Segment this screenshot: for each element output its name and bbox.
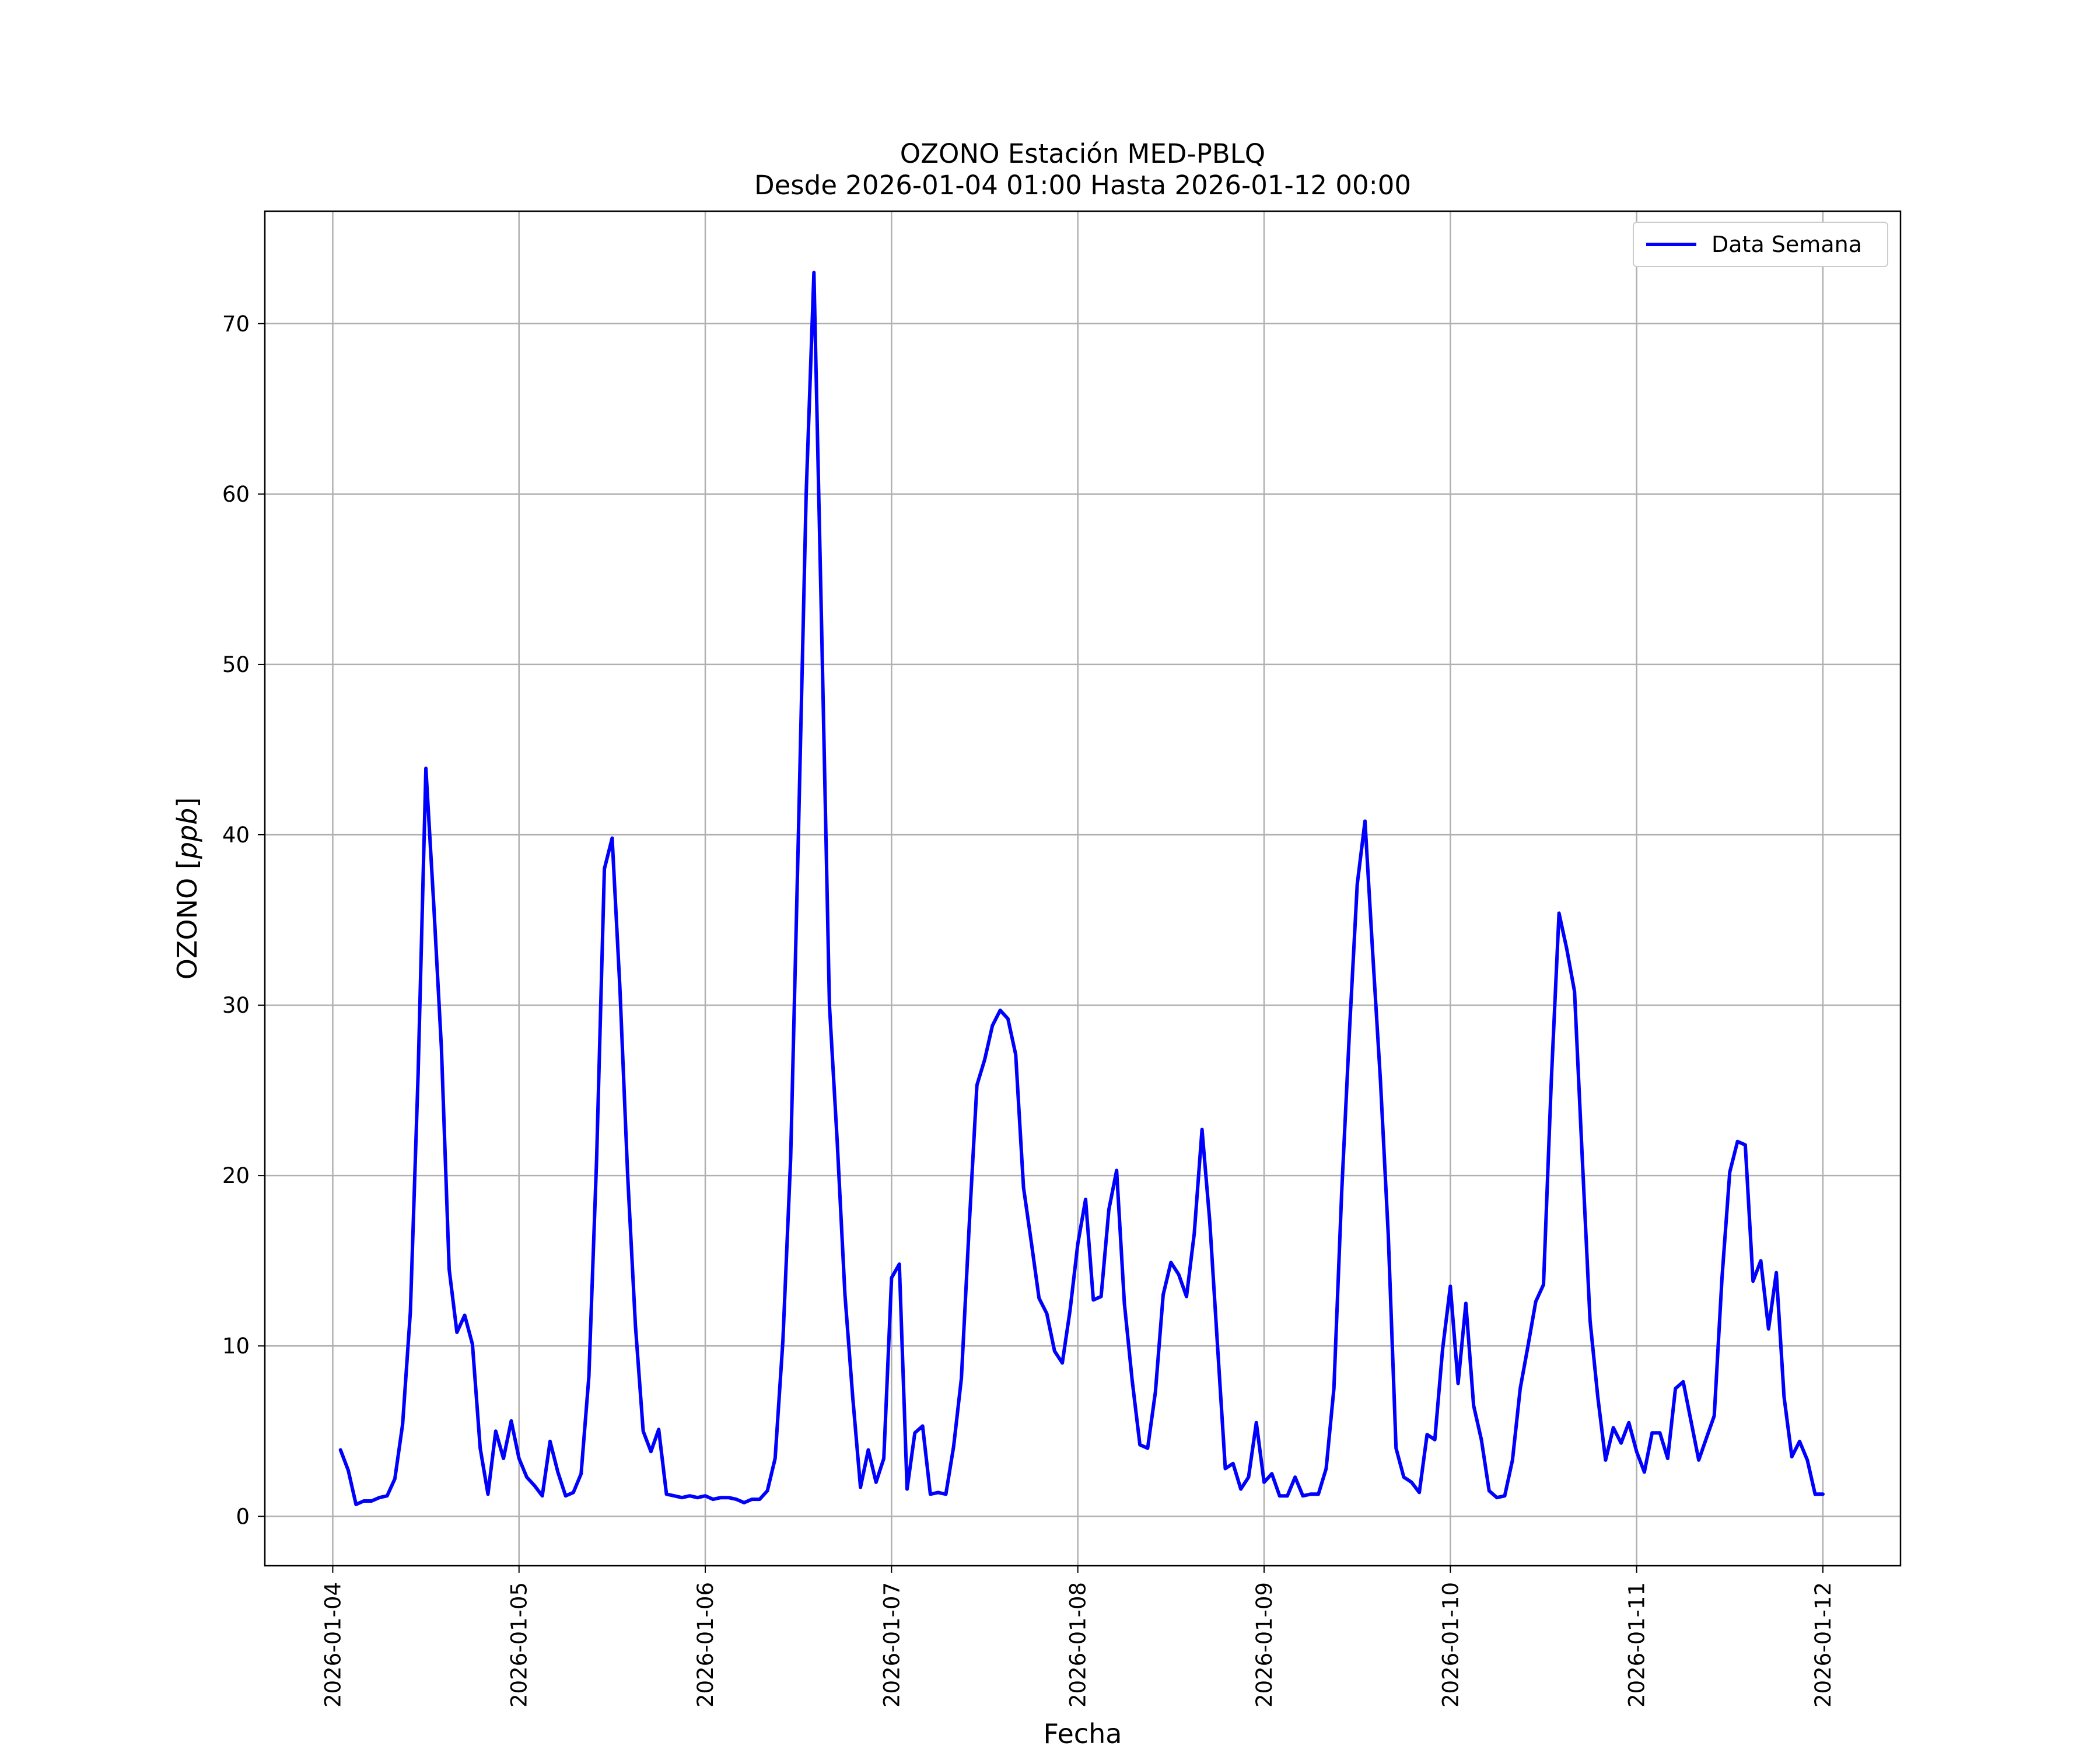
y-tick-label: 0 — [236, 1504, 250, 1529]
x-tick-label: 2026-01-04 — [320, 1582, 345, 1707]
legend: Data Semana — [1633, 222, 1888, 267]
y-axis-label: OZONO [ppb] — [172, 797, 203, 980]
chart-title: OZONO Estación MED-PBLQ — [900, 138, 1265, 169]
chart-subtitle: Desde 2026-01-04 01:00 Hasta 2026-01-12 … — [754, 170, 1411, 201]
grid-lines — [265, 211, 1901, 1566]
series-line-data-semana — [338, 271, 1825, 1506]
x-tick-label: 2026-01-11 — [1625, 1582, 1650, 1707]
series-layer — [338, 271, 1825, 1506]
axis-ticks: 2026-01-04 2026-01-05 2026-01-06 2026-01-07… — [222, 312, 1836, 1707]
y-axis-label-close: ] — [172, 797, 203, 808]
x-tick-label: 2026-01-08 — [1066, 1582, 1091, 1707]
plot-frame — [264, 210, 1902, 1567]
x-tick-label: 2026-01-07 — [879, 1582, 904, 1707]
x-tick-label: 2026-01-12 — [1811, 1582, 1836, 1707]
x-tick-label: 2026-01-05 — [507, 1582, 532, 1707]
y-tick-label: 30 — [222, 993, 250, 1018]
y-axis-label-unit: ppb — [172, 808, 203, 860]
x-tick-label: 2026-01-10 — [1438, 1582, 1463, 1707]
y-tick-label: 10 — [222, 1334, 250, 1359]
y-axis-label-text: OZONO [ — [172, 859, 203, 979]
x-axis-label: Fecha — [1044, 1718, 1122, 1749]
y-tick-label: 60 — [222, 482, 250, 507]
y-tick-label: 20 — [222, 1163, 250, 1188]
legend-box — [1633, 222, 1888, 267]
legend-label-data-semana: Data Semana — [1712, 232, 1862, 257]
x-tick-label: 2026-01-09 — [1252, 1582, 1277, 1707]
x-tick-label: 2026-01-06 — [693, 1582, 718, 1707]
y-tick-label: 50 — [222, 652, 250, 677]
y-tick-label: 70 — [222, 312, 250, 337]
y-tick-label: 40 — [222, 823, 250, 848]
